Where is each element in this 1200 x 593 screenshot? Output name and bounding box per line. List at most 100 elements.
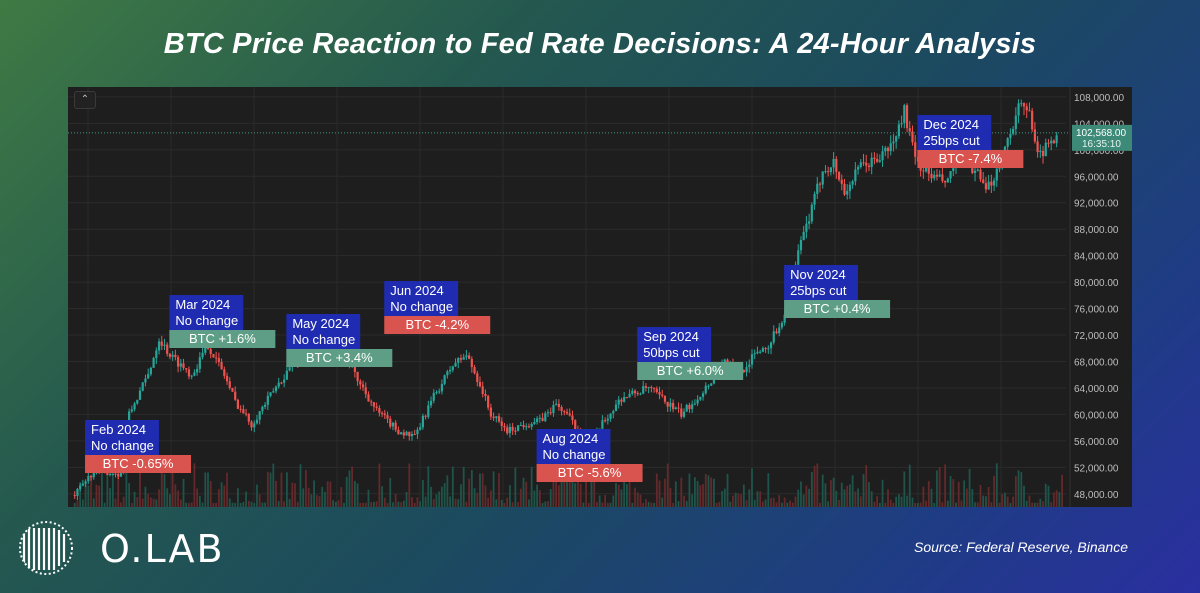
chart-panel[interactable]: 108,000.00104,000.00100,000.0096,000.009… <box>68 87 1132 507</box>
volume-bar <box>234 502 237 507</box>
candle-body <box>87 476 90 482</box>
volume-bar <box>810 471 813 507</box>
volume-bar <box>432 499 435 507</box>
volume-bar <box>590 468 593 507</box>
volume-bar <box>568 476 571 507</box>
volume-bar <box>917 502 919 507</box>
volume-bar <box>1023 485 1025 507</box>
volume-bar <box>938 466 941 507</box>
candle-body <box>878 160 881 162</box>
volume-bar <box>742 484 745 507</box>
volume-bar <box>310 494 313 507</box>
candle-body <box>541 417 544 421</box>
candle-body <box>220 362 223 370</box>
volume-bar <box>933 502 936 507</box>
volume-bar <box>623 480 626 507</box>
candle-body <box>984 183 988 190</box>
volume-bar <box>500 500 503 507</box>
volume-bar <box>321 486 324 507</box>
candle-body <box>1012 128 1015 134</box>
candle-body <box>973 170 977 173</box>
volume-bar <box>207 472 209 507</box>
volume-bar <box>522 477 525 507</box>
volume-bar <box>405 491 408 507</box>
candle-body <box>707 385 710 387</box>
candle-body <box>408 431 411 437</box>
volume-bar <box>114 498 117 507</box>
candle-body <box>810 204 813 222</box>
volume-bar <box>1017 470 1020 507</box>
candle-body <box>821 171 824 185</box>
candle-body <box>217 358 220 363</box>
candle-body <box>89 476 93 478</box>
volume-bar <box>1009 502 1012 507</box>
candle-body <box>682 411 686 417</box>
volume-bar <box>296 501 299 507</box>
candle-body <box>873 157 876 160</box>
candle-body <box>1017 103 1020 116</box>
candle-body <box>650 387 653 389</box>
volume-bar <box>734 492 737 507</box>
volume-bar <box>1050 502 1053 507</box>
candle-body <box>522 424 525 428</box>
candlestick-chart[interactable]: 108,000.00104,000.00100,000.0096,000.009… <box>68 87 1132 507</box>
volume-bar <box>1020 472 1023 507</box>
volume-bar <box>177 490 179 507</box>
volume-bar <box>517 502 519 507</box>
volume-bar <box>808 488 811 507</box>
volume-bar <box>152 498 155 507</box>
volume-bar <box>955 502 957 507</box>
candle-body <box>92 470 95 478</box>
candle-body <box>511 426 514 431</box>
volume-bar <box>781 502 783 507</box>
candle-body <box>190 375 193 377</box>
volume-bar <box>726 473 729 507</box>
candle-body <box>489 407 492 417</box>
volume-bar <box>419 501 422 507</box>
volume-bar <box>753 499 756 507</box>
y-tick-label: 60,000.00 <box>1074 410 1119 421</box>
candle-body <box>389 418 392 427</box>
volume-bar <box>982 495 985 507</box>
candle-body <box>658 391 661 395</box>
candle-body <box>546 412 550 414</box>
candle-body <box>454 362 457 367</box>
candle-body <box>481 386 484 395</box>
volume-bar <box>998 502 1001 507</box>
volume-bar <box>976 502 979 507</box>
candle-body <box>133 403 136 410</box>
volume-bar <box>612 495 615 507</box>
candle-body <box>756 351 759 354</box>
candle-body <box>644 386 648 388</box>
volume-bar <box>691 494 694 507</box>
candle-body <box>155 350 158 359</box>
volume-bar <box>435 494 438 507</box>
candle-body <box>492 416 495 419</box>
candle-body <box>514 430 517 432</box>
candle-body <box>459 358 463 360</box>
volume-bar <box>715 502 718 507</box>
volume-bar <box>364 502 367 507</box>
candle-body <box>927 166 930 174</box>
candle-body <box>829 167 832 173</box>
candle-body <box>1028 110 1031 112</box>
volume-bar <box>261 502 264 507</box>
candle-body <box>704 385 707 394</box>
candle-body <box>277 382 280 387</box>
candle-body <box>565 411 569 414</box>
volume-bar <box>859 496 862 507</box>
candle-body <box>837 171 841 180</box>
volume-bar <box>155 499 158 507</box>
y-tick-label: 64,000.00 <box>1074 384 1119 395</box>
volume-bar <box>375 501 378 507</box>
volume-bar <box>732 495 734 507</box>
volume-bar <box>239 502 242 507</box>
candle-body <box>1025 106 1028 111</box>
candle-body <box>677 407 680 409</box>
candle-body <box>748 364 751 368</box>
collapse-chevron-icon[interactable]: ⌃ <box>74 91 96 109</box>
candle-body <box>922 170 925 172</box>
candle-body <box>383 413 386 416</box>
volume-bar <box>528 499 530 507</box>
candle-body <box>508 426 512 434</box>
